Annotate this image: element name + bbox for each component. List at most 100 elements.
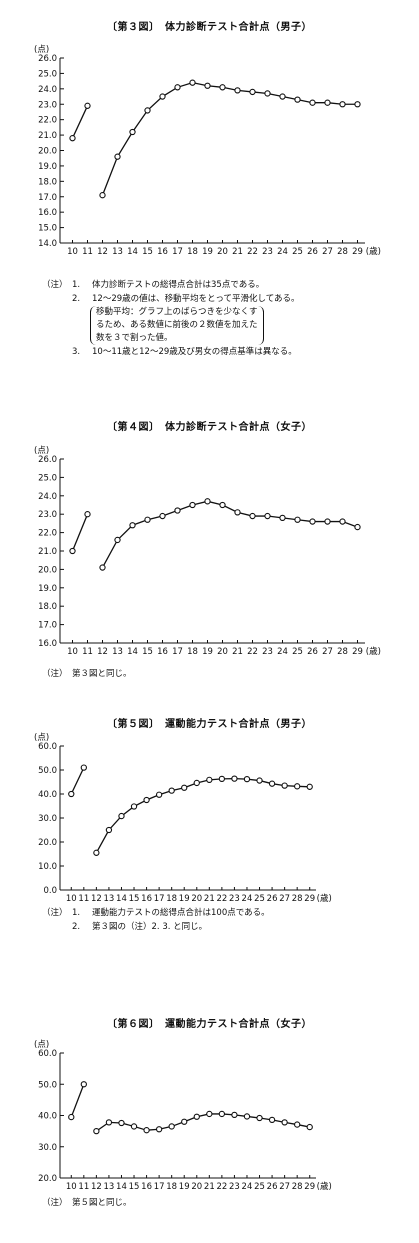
- chart-3-series-1-point: [243, 1113, 251, 1120]
- chart-0-x-tick-label: 12: [97, 247, 108, 257]
- note-row: 2. 第３図の（注）2. 3. と同じ。: [42, 920, 270, 934]
- chart-2-series-1-point: [193, 779, 200, 787]
- chart-0-series-1-point: [354, 101, 361, 108]
- chart-1-series-1-point: [234, 509, 241, 516]
- figure-3-chart: 14.0 15.0 16.0 17.0 18.0 19.0 20.0 21.0 22.0 23.0…: [34, 45, 381, 257]
- chart-0-x-tick-label: 19: [202, 247, 213, 257]
- chart-3-series-0-point: [68, 1113, 75, 1121]
- chart-3-series-1-point: [268, 1116, 276, 1124]
- chart-1-series-0-point: [84, 511, 91, 518]
- chart-0-y-tick-label: 17.0: [38, 193, 57, 203]
- chart-3-x-tick-label: 23: [229, 1182, 240, 1192]
- chart-3-x-tick-label: 21: [204, 1182, 215, 1192]
- chart-2-series-1-point: [281, 782, 288, 789]
- chart-3-series-1-point: [281, 1119, 288, 1126]
- chart-2-series-1-point: [130, 803, 138, 810]
- chart-3-x-tick-label: 22: [216, 1182, 227, 1192]
- chart-1-y-tick-label: 26.0: [38, 455, 57, 465]
- chart-0-x-tick-label: 13: [112, 247, 123, 257]
- chart-2-x-tick-label: 17: [154, 894, 165, 904]
- chart-3-x-tick-label: 29: [304, 1182, 315, 1192]
- chart-3-x-tick-label: 24: [242, 1182, 253, 1192]
- chart-3-series-0-line: [70, 1084, 85, 1118]
- chart-2-series-1-point: [181, 784, 188, 791]
- chart-0-y-tick-label: 14.0: [38, 239, 57, 249]
- chart-2-y-tick-label: 40.0: [38, 790, 57, 800]
- chart-3-series-1-point: [256, 1114, 263, 1122]
- chart-3-x-tick-label: 12: [91, 1182, 102, 1192]
- note-row: （注） 1. 体力診断テストの総得点合計は35点である。: [42, 278, 299, 292]
- figure-4-chart: 16.0 17.0 18.0 19.0 20.0 21.0 22.0 23.0 24.0 25.0…: [34, 446, 381, 657]
- chart-3-x-tick-label: 17: [154, 1182, 165, 1192]
- chart-2-y-tick-label: 60.0: [38, 742, 57, 752]
- chart-3-series-1-point: [218, 1110, 226, 1118]
- chart-0-y-axis-unit: (点): [34, 45, 49, 55]
- chart-3-series-1-point: [231, 1111, 238, 1119]
- chart-0-y-tick-label: 16.0: [38, 208, 57, 218]
- chart-2-x-tick-label: 22: [216, 894, 227, 904]
- chart-2-series-0-point: [68, 790, 75, 798]
- chart-0-x-tick-label: 24: [277, 247, 288, 257]
- chart-2-x-tick-label: 10: [66, 894, 77, 904]
- chart-0-series-1-point: [159, 93, 166, 100]
- chart-2-y-tick-label: 50.0: [38, 766, 57, 776]
- figure-4-title: 〔第４図〕 体力診断テスト合計点（女子）: [107, 422, 312, 433]
- note-number: 1.: [72, 280, 81, 290]
- note-text: 第３図の（注）2. 3. と同じ。: [92, 922, 208, 932]
- chart-0-series-1-point: [129, 128, 136, 136]
- chart-1-x-tick-label: 22: [247, 647, 258, 657]
- chart-0-series-1-point: [174, 84, 181, 91]
- chart-1-y-tick-label: 18.0: [38, 602, 57, 612]
- note-row: 2. 12～29歳の値は、移動平均をとって平滑化してある。: [42, 292, 299, 306]
- chart-0-series-0-point: [69, 135, 76, 142]
- chart-0-y-tick-label: 15.0: [38, 224, 57, 234]
- note-number: 2.: [72, 294, 81, 304]
- chart-2-series-1-point: [155, 791, 163, 798]
- chart-0-x-tick-label: 22: [247, 247, 258, 257]
- chart-0-series-1-point: [339, 101, 346, 108]
- figure-6-notes: （注） 第５図と同じ。: [42, 1196, 132, 1210]
- note-number: 3.: [72, 347, 81, 357]
- chart-2-x-tick-label: 11: [78, 894, 89, 904]
- chart-3-series-1-point: [206, 1110, 213, 1118]
- chart-2-series-1-point: [143, 796, 150, 804]
- chart-0-series-1-point: [294, 96, 301, 103]
- chart-1-y-tick-label: 16.0: [38, 639, 57, 649]
- chart-2-series-1-point: [231, 775, 238, 782]
- chart-2-series-1-point: [93, 849, 100, 856]
- chart-0-x-tick-label: 21: [232, 247, 243, 257]
- chart-1-y-tick-label: 25.0: [38, 473, 57, 483]
- chart-0-x-tick-label: 28: [337, 247, 348, 257]
- chart-1-x-tick-label: 13: [112, 647, 123, 657]
- chart-0-series-1-point: [234, 87, 241, 94]
- chart-3-x-tick-label: 13: [104, 1182, 115, 1192]
- chart-1-series-1-point: [279, 514, 286, 522]
- chart-3-series-1-point: [294, 1121, 301, 1128]
- chart-2-series-1-point: [118, 812, 125, 820]
- chart-0-x-tick-label: 10: [67, 247, 78, 257]
- figure-6-title: 〔第６図〕 運動能力テスト合計点（女子）: [107, 1019, 312, 1030]
- figure-4-notes: （注） 第３図と同じ。: [42, 667, 132, 681]
- chart-3-y-tick-label: 30.0: [38, 1143, 57, 1153]
- chart-2-y-tick-label: 10.0: [38, 862, 57, 872]
- chart-2-x-tick-label: 26: [267, 894, 278, 904]
- chart-2-series-1-point: [168, 787, 175, 794]
- chart-1-y-tick-label: 22.0: [38, 529, 57, 539]
- chart-2-x-tick-label: 28: [292, 894, 303, 904]
- chart-2-x-tick-label: 25: [254, 894, 265, 904]
- chart-1-x-tick-label: 18: [187, 647, 198, 657]
- chart-2-x-axis-unit: (歳): [317, 893, 332, 904]
- chart-3-y-tick-label: 40.0: [38, 1112, 57, 1122]
- chart-1-series-1-point: [129, 522, 136, 529]
- note-box-line: 移動平均：グラフ上のばらつきを少なくす: [96, 307, 258, 317]
- chart-2-series-1-point: [218, 775, 226, 783]
- chart-1-x-tick-label: 24: [277, 647, 288, 657]
- chart-0-series-1-point: [309, 99, 316, 106]
- chart-0-x-tick-label: 20: [217, 247, 228, 257]
- note-row: （注） 第５図と同じ。: [42, 1196, 132, 1210]
- chart-3-series-1-point: [168, 1123, 175, 1130]
- note-number: 1.: [72, 908, 81, 918]
- chart-2-x-tick-label: 13: [104, 894, 115, 904]
- chart-2-series-0-line: [70, 767, 85, 795]
- note-text: 体力診断テストの総得点合計は35点である。: [92, 280, 265, 290]
